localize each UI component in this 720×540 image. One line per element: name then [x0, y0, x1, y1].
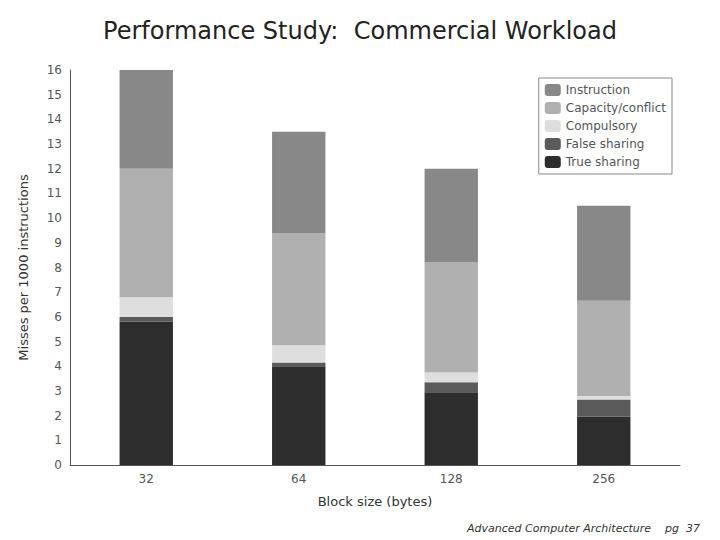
svg-text:16: 16 [47, 63, 62, 77]
svg-text:Instruction: Instruction [566, 83, 630, 97]
svg-text:6: 6 [54, 310, 62, 324]
svg-text:64: 64 [291, 472, 306, 486]
svg-text:15: 15 [47, 88, 62, 102]
svg-text:Misses per 1000 instructions: Misses per 1000 instructions [16, 174, 31, 361]
svg-text:9: 9 [54, 236, 62, 250]
svg-text:Compulsory: Compulsory [566, 119, 638, 133]
svg-text:Advanced Computer Architecture: Advanced Computer Architecture pg 37 [466, 522, 700, 535]
svg-text:7: 7 [54, 285, 62, 299]
svg-text:Performance Study: Commercial: Performance Study: Commercial Workload [103, 17, 617, 45]
svg-text:4: 4 [54, 359, 62, 373]
svg-text:14: 14 [47, 112, 62, 126]
svg-text:False sharing: False sharing [566, 137, 645, 151]
svg-text:3: 3 [54, 384, 62, 398]
svg-text:True sharing: True sharing [565, 155, 640, 169]
svg-text:12: 12 [47, 162, 62, 176]
svg-text:2: 2 [54, 409, 62, 423]
svg-text:Capacity/conflict: Capacity/conflict [566, 101, 667, 115]
svg-text:5: 5 [54, 335, 62, 349]
svg-text:13: 13 [47, 137, 62, 151]
svg-text:128: 128 [440, 472, 463, 486]
svg-text:0: 0 [54, 458, 62, 472]
svg-text:11: 11 [47, 186, 62, 200]
svg-text:256: 256 [592, 472, 615, 486]
svg-text:1: 1 [54, 433, 62, 447]
svg-text:10: 10 [47, 211, 62, 225]
svg-text:Block size (bytes): Block size (bytes) [318, 494, 433, 509]
svg-text:8: 8 [54, 261, 62, 275]
svg-text:32: 32 [139, 472, 154, 486]
